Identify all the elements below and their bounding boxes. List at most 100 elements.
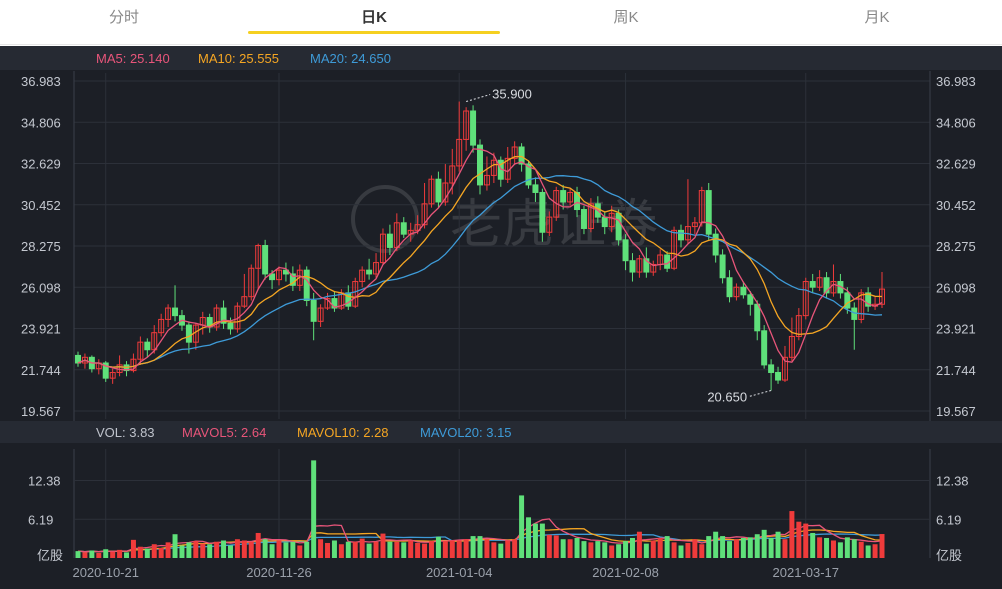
volume-bar — [602, 542, 608, 558]
candle-body — [823, 277, 830, 294]
vol-legend: VOL: 3.83 — [96, 425, 155, 440]
volume-bar — [89, 550, 95, 558]
date-tick-label: 2021-01-04 — [426, 565, 493, 580]
candle-body — [567, 191, 574, 203]
volume-bar — [297, 545, 303, 558]
price-tick-label-right: 28.275 — [936, 239, 976, 254]
candle-body — [747, 294, 754, 305]
volume-bar — [380, 533, 386, 558]
price-tick-label-left: 21.744 — [21, 363, 61, 378]
price-tick-label-left: 32.629 — [21, 157, 61, 172]
candle-body — [858, 292, 865, 320]
volume-bar — [165, 542, 171, 558]
volume-bar — [179, 545, 185, 558]
candle-body — [636, 258, 643, 273]
candle-body — [712, 233, 719, 256]
volume-bar — [546, 534, 552, 558]
candle-body — [158, 318, 165, 334]
tab-daily-k[interactable]: 日K — [248, 0, 500, 36]
candles — [75, 101, 885, 391]
volume-bar — [435, 536, 441, 558]
candle-body — [352, 281, 359, 307]
candle-body — [470, 110, 477, 146]
volume-bar — [408, 540, 414, 558]
volume-bar — [221, 540, 227, 558]
volume-bar — [477, 536, 483, 558]
candle-body — [754, 303, 761, 332]
tab-label: 周K — [613, 9, 639, 26]
price-tick-label-right: 32.629 — [936, 157, 976, 172]
candle-body — [220, 307, 227, 324]
volume-bar — [110, 551, 116, 558]
volume-bar — [685, 542, 691, 558]
volume-bar — [595, 541, 601, 558]
candle-body — [580, 209, 587, 229]
candle-body — [234, 305, 241, 330]
tab-intraday[interactable]: 分时 — [0, 0, 248, 36]
volume-bar — [373, 541, 379, 558]
volume-bar — [817, 537, 823, 558]
candle-body — [844, 292, 851, 309]
volume-bar — [415, 542, 421, 558]
candle-body — [428, 178, 435, 205]
volume-bar — [581, 541, 587, 558]
vol-legend-bar — [0, 421, 1002, 443]
candle-body — [691, 222, 698, 228]
candle-body — [546, 216, 553, 233]
candle-body — [303, 269, 310, 301]
volume-bar — [331, 540, 337, 558]
candle-body — [719, 254, 726, 279]
price-tick-label-right: 34.806 — [936, 115, 976, 130]
candle-body — [560, 190, 567, 203]
candle-body — [629, 260, 636, 273]
period-tabs: 分时 日K 周K 月K — [0, 0, 1002, 46]
candle-body — [463, 110, 470, 140]
candle-body — [386, 233, 393, 248]
volume-bar — [338, 544, 344, 558]
volume-bar — [186, 542, 192, 558]
mavol20-legend: MAVOL20: 3.15 — [420, 425, 512, 440]
volume-bar — [151, 544, 157, 558]
volume-tick-label-left: 6.19 — [28, 512, 53, 527]
volume-bar — [664, 536, 670, 558]
candle-body — [816, 277, 823, 288]
volume-bar — [733, 539, 739, 558]
volume-bar — [262, 539, 268, 558]
volume-bar — [470, 536, 476, 558]
candle-body — [608, 212, 615, 228]
volume-bar — [858, 541, 864, 558]
annotations: 35.900 20.650 — [465, 87, 772, 404]
tab-label: 月K — [864, 9, 890, 26]
volume-bar — [484, 539, 490, 558]
volume-bar — [747, 537, 753, 558]
price-tick-label-right: 36.983 — [936, 74, 976, 89]
volume-bar — [865, 545, 871, 558]
volume-bar — [248, 541, 254, 558]
volume-bar — [491, 542, 497, 558]
tab-weekly-k[interactable]: 周K — [500, 0, 752, 36]
tab-monthly-k[interactable]: 月K — [752, 0, 1002, 36]
candle-body — [269, 273, 276, 281]
volume-bar — [422, 543, 428, 558]
volume-bar — [318, 539, 324, 558]
candle-body — [511, 146, 518, 159]
volume-bar — [872, 544, 878, 558]
active-tab-indicator — [248, 31, 500, 34]
candle-body — [241, 296, 248, 307]
candle-body — [137, 341, 144, 360]
date-tick-label: 2021-03-17 — [773, 565, 840, 580]
candle-body — [435, 178, 442, 203]
price-tick-label-right: 21.744 — [936, 363, 976, 378]
low-annotation-label: 20.650 — [707, 389, 747, 404]
volume-bar — [512, 539, 518, 558]
volume-bar — [207, 544, 213, 558]
volume-bar — [463, 539, 469, 558]
price-tick-label-right: 19.567 — [936, 404, 976, 419]
date-tick-label: 2020-11-26 — [246, 565, 312, 580]
candle-body — [678, 229, 684, 241]
volume-bar — [227, 545, 233, 558]
volume-bar — [678, 545, 684, 558]
volume-bar — [789, 511, 795, 558]
volume-bar — [803, 523, 809, 558]
kline-chart[interactable]: MA5: 25.140 MA10: 25.555 MA20: 24.650 VO… — [0, 46, 1002, 589]
